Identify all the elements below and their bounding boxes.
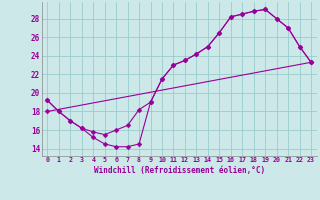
X-axis label: Windchill (Refroidissement éolien,°C): Windchill (Refroidissement éolien,°C) (94, 166, 265, 175)
